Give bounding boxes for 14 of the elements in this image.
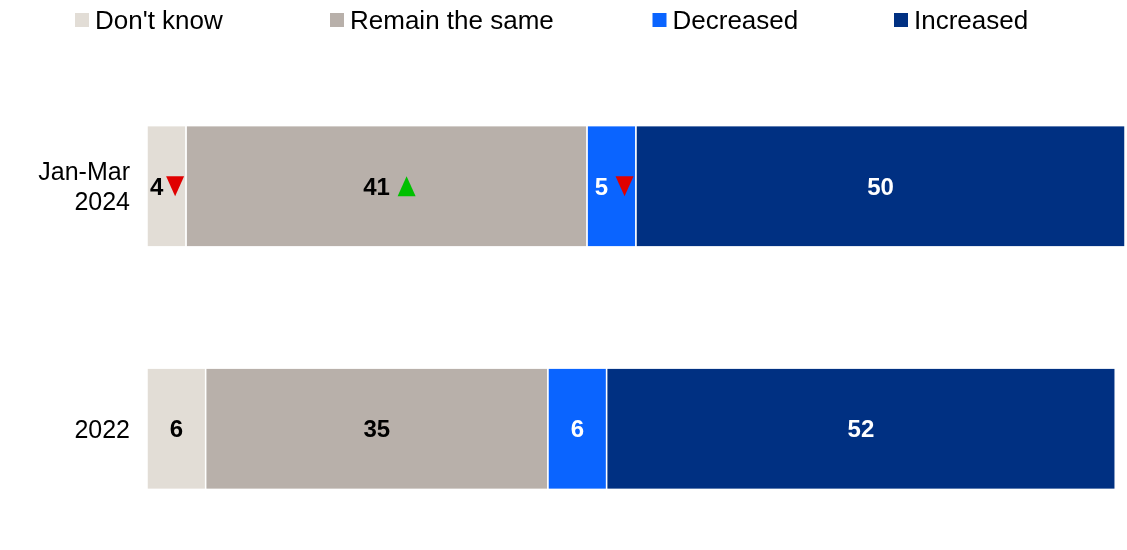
legend-label: Don't know (95, 5, 224, 36)
data-label: 6 (169, 415, 184, 443)
data-label: 52 (847, 415, 875, 443)
y-tick-label: 2022 (74, 414, 130, 443)
data-label: 41 (363, 172, 390, 200)
data-label: 35 (363, 415, 391, 443)
data-label: 4 (149, 172, 164, 200)
legend-label: Decreased (672, 5, 799, 36)
data-label: 6 (570, 415, 584, 443)
data-label: 5 (594, 172, 609, 200)
legend-label: Remain the same (350, 5, 554, 36)
y-tick-label: Jan-Mar 2024 (38, 157, 131, 215)
legend-label: Increased (914, 5, 1029, 36)
data-label: 50 (867, 172, 894, 200)
